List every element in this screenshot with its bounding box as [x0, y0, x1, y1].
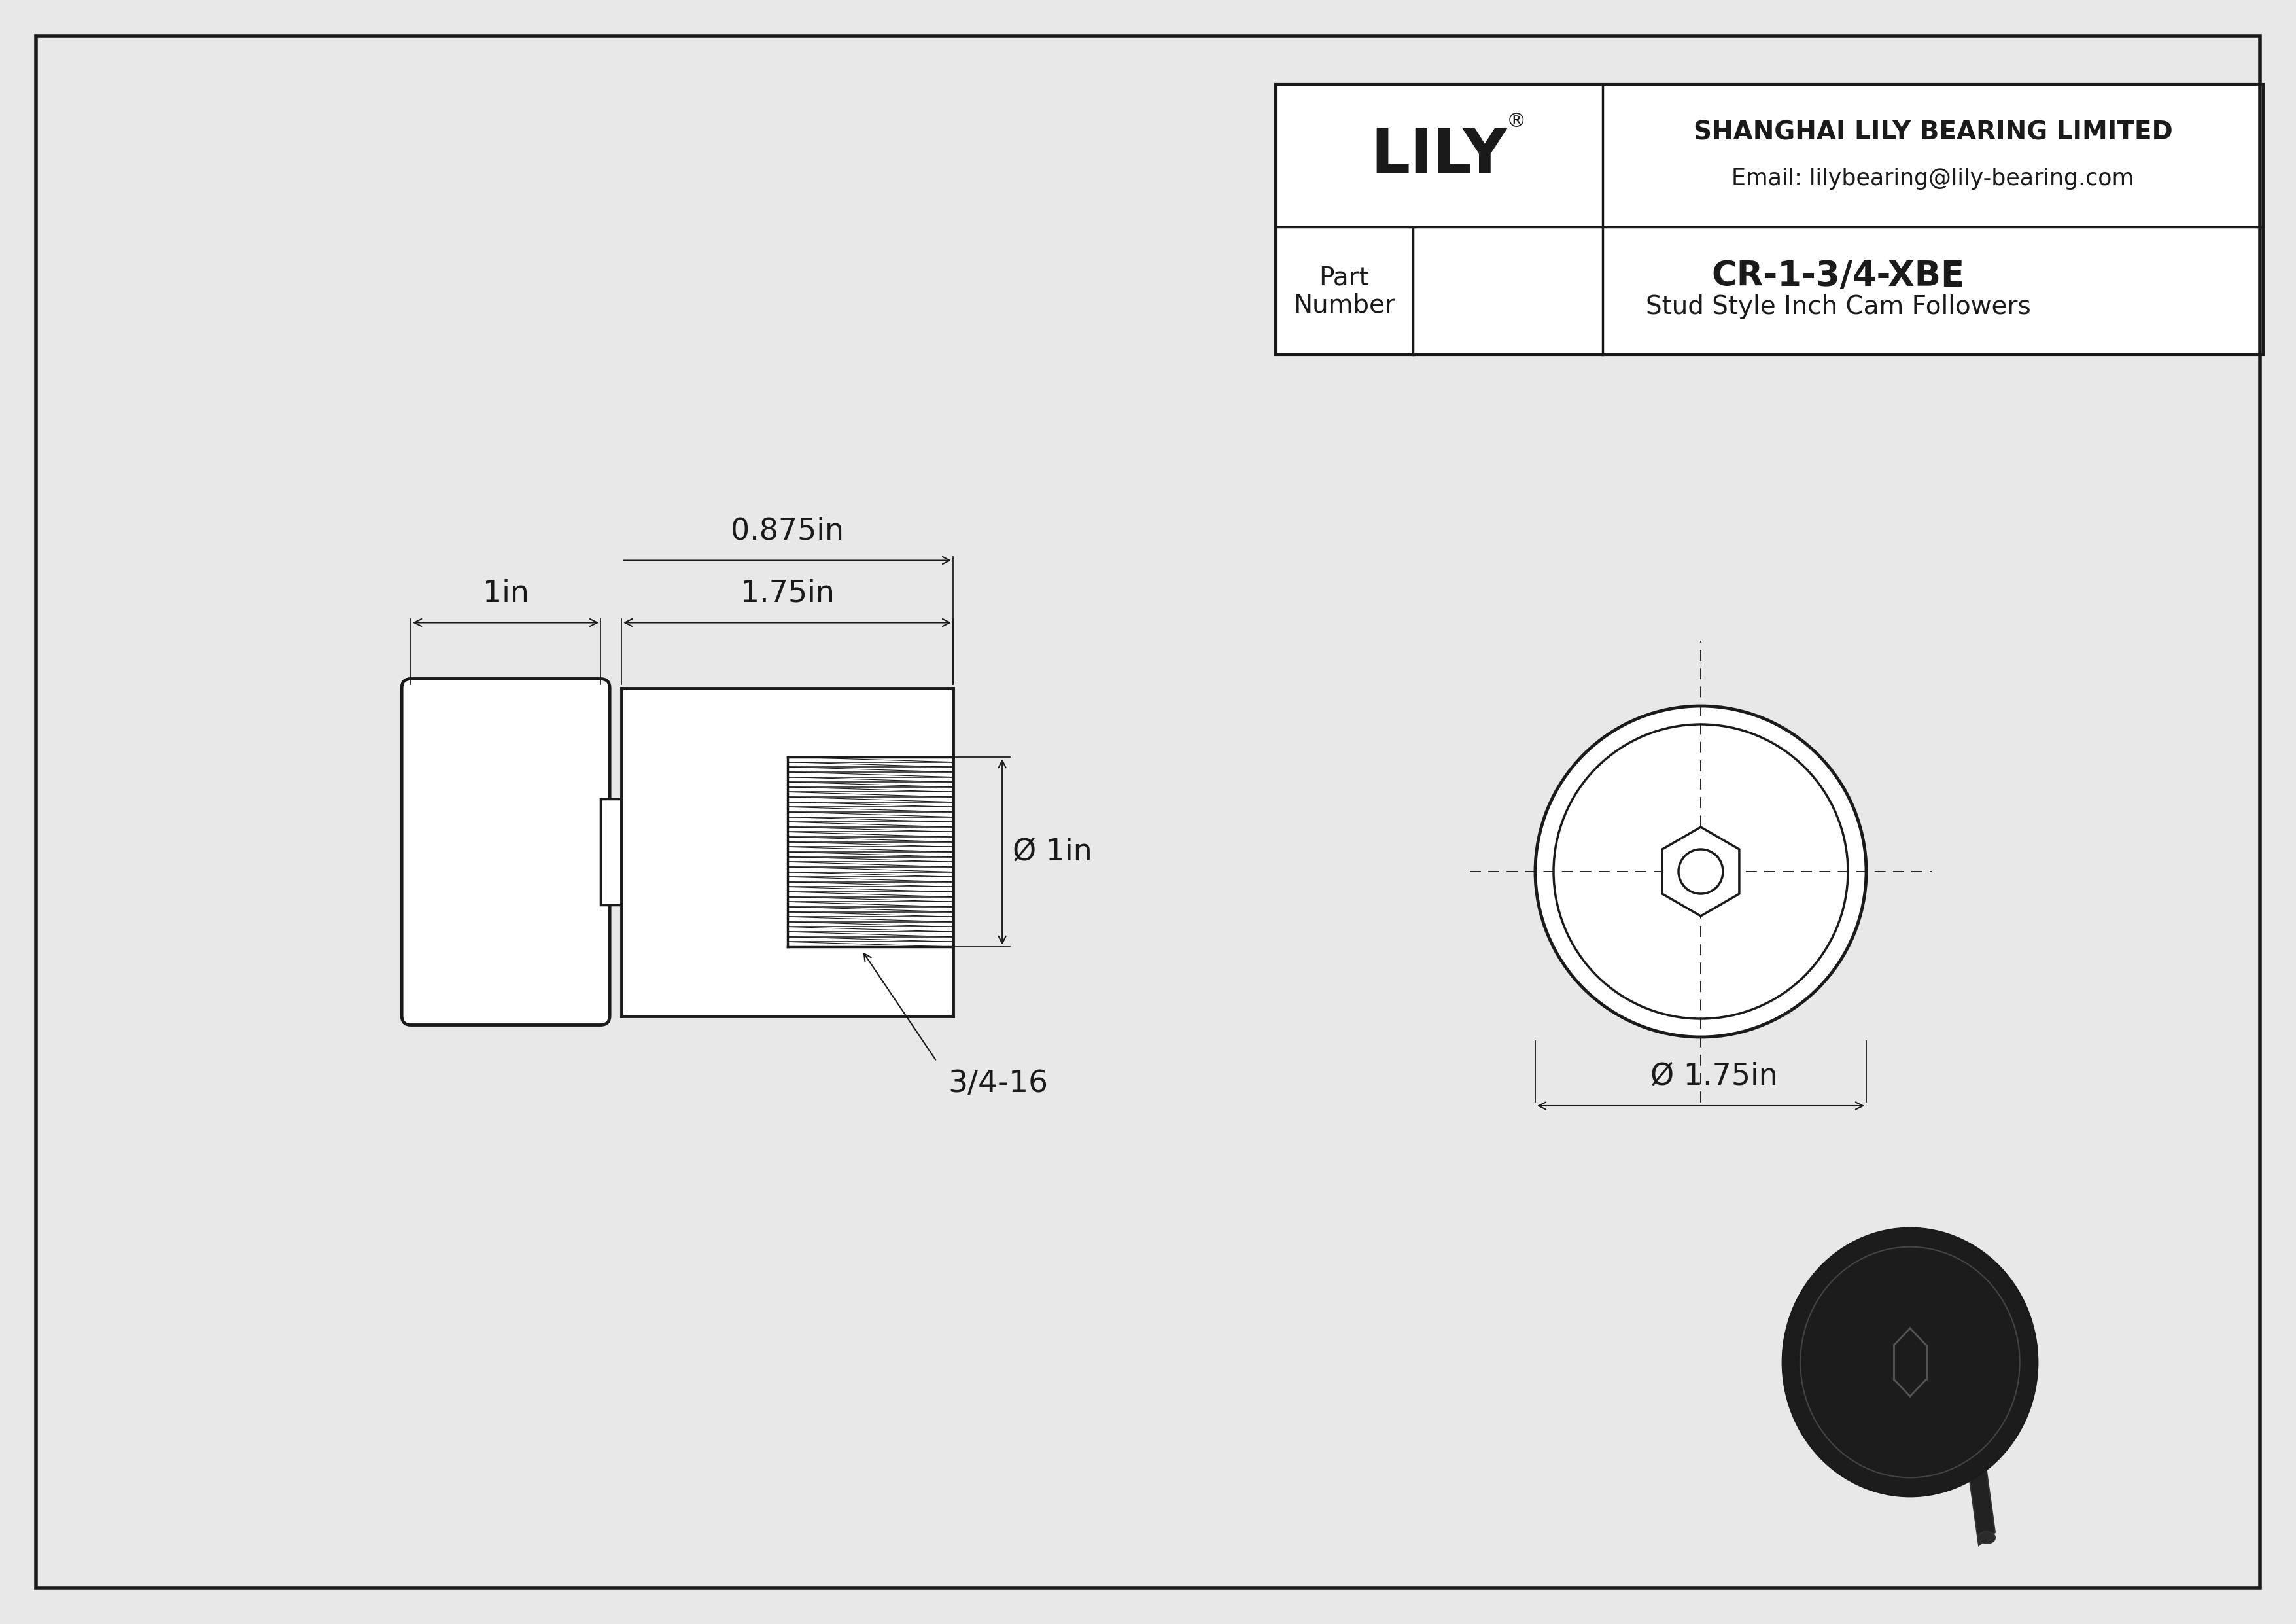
Text: Ø 1.75in: Ø 1.75in	[1651, 1062, 1777, 1091]
Text: CR-1-3/4-XBE: CR-1-3/4-XBE	[1711, 260, 1965, 294]
Bar	[602, 799, 622, 905]
Text: 3/4-16: 3/4-16	[948, 1069, 1049, 1098]
Text: 0.875in: 0.875in	[730, 516, 845, 546]
Polygon shape	[1662, 827, 1740, 916]
FancyBboxPatch shape	[402, 679, 611, 1025]
Bar	[622, 689, 953, 1017]
Bar	[602, 799, 622, 905]
Text: Stud Style Inch Cam Followers: Stud Style Inch Cam Followers	[1646, 296, 2030, 320]
Text: Part: Part	[1320, 265, 1368, 291]
Text: 1.75in: 1.75in	[739, 578, 833, 607]
Text: Number: Number	[1293, 292, 1396, 318]
Text: 1in: 1in	[482, 578, 528, 607]
Bar	[1277, 84, 2264, 354]
Ellipse shape	[1782, 1228, 2037, 1496]
Bar	[402, 679, 611, 1025]
Bar	[622, 689, 953, 1017]
Polygon shape	[1963, 1415, 1995, 1546]
Ellipse shape	[1979, 1531, 1995, 1543]
Circle shape	[1678, 849, 1722, 893]
Text: Email: lilybearing@lily-bearing.com: Email: lilybearing@lily-bearing.com	[1731, 167, 2135, 190]
Text: SHANGHAI LILY BEARING LIMITED: SHANGHAI LILY BEARING LIMITED	[1692, 120, 2172, 145]
Text: LILY: LILY	[1371, 125, 1508, 185]
Text: Ø 1in: Ø 1in	[1013, 838, 1093, 867]
Bar	[1277, 84, 2264, 354]
Circle shape	[1554, 724, 1848, 1018]
Text: ®: ®	[1506, 112, 1527, 132]
Ellipse shape	[1800, 1247, 2020, 1478]
Circle shape	[1536, 706, 1867, 1038]
